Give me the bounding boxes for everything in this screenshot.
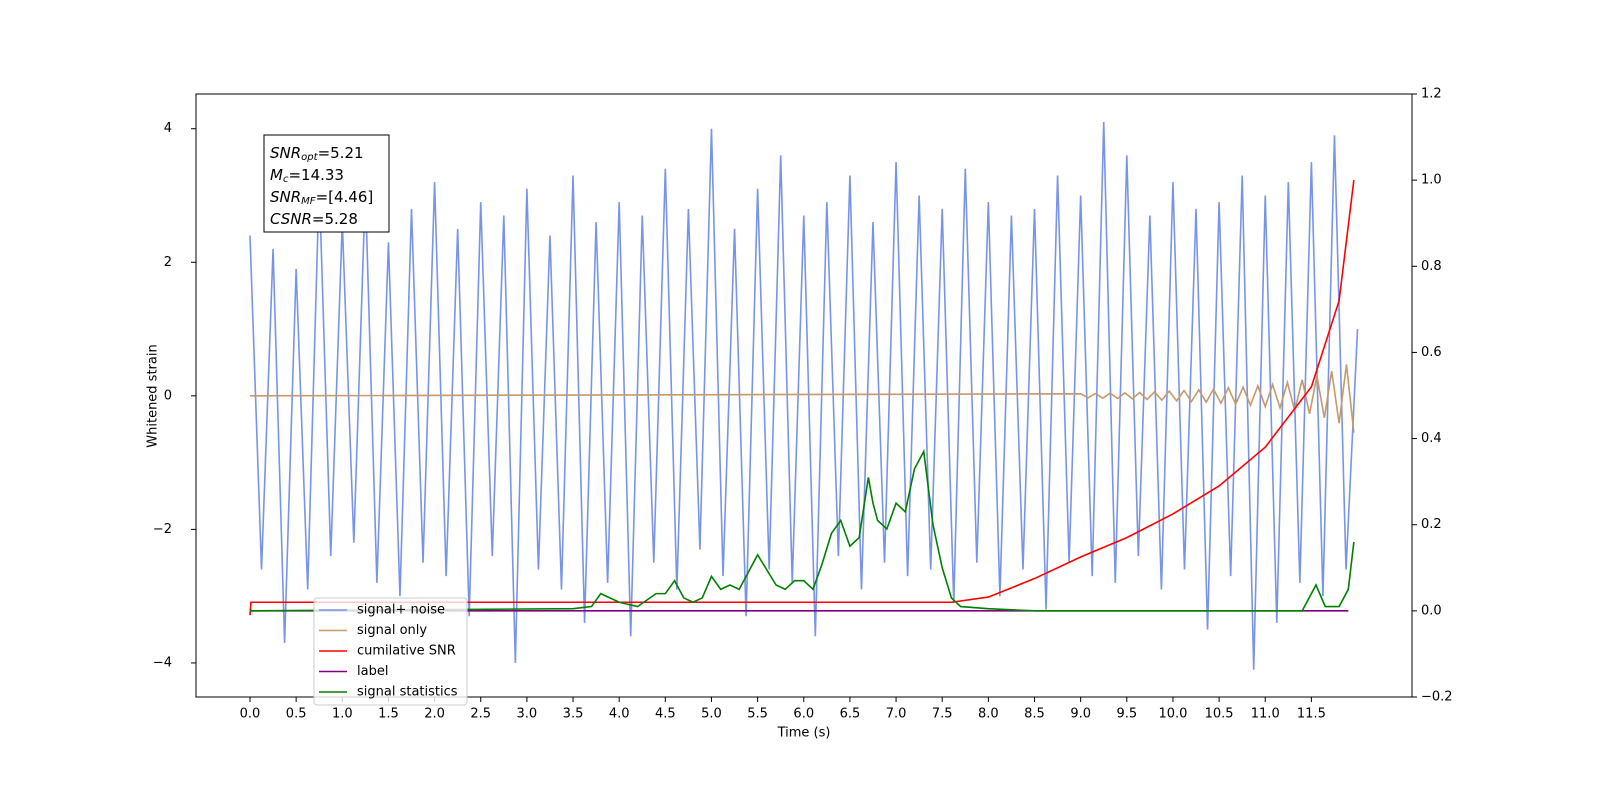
y-tick-label: 0 [164,388,172,403]
annotation: SNRopt=5.21 [270,144,364,164]
x-tick-label: 3.5 [563,707,584,722]
series-line [249,448,1355,612]
annotation-subscript: opt [301,152,318,163]
y2-tick-label: 0.8 [1421,259,1442,274]
annotation: CSNR=5.28 [270,210,358,228]
x-tick-label: 9.0 [1070,707,1091,722]
x-tick-label: 5.0 [701,707,722,722]
x-tick-label: 6.5 [840,707,861,722]
annotation-value: =5.21 [318,144,364,162]
annotation-value: =[4.46] [316,188,374,206]
annotation-subscript: c [283,174,289,185]
annotation-subscript: MF [301,196,316,207]
x-tick-label: 3.0 [517,707,538,722]
annotation: SNRMF=[4.46] [270,188,373,208]
legend-box [313,597,468,706]
x-tick-label: 10.5 [1205,707,1234,722]
annotation-symbol: SNR [270,144,301,162]
y-tick-label: −4 [153,655,172,670]
legend-label: signal+ noise [357,603,445,618]
x-tick-label: 8.0 [978,707,999,722]
x-tick-label: 4.0 [609,707,630,722]
x-tick-label: 1.0 [332,707,353,722]
annotation-value: =5.28 [312,210,358,228]
y-tick-label: 4 [164,121,172,136]
x-tick-label: 1.5 [378,707,399,722]
series-line [249,180,1355,616]
annotation-symbol: CSNR [270,210,312,228]
series-line [249,364,1355,433]
x-tick-label: 7.0 [886,707,907,722]
x-tick-label: 11.5 [1297,707,1326,722]
x-tick-label: 2.0 [424,707,445,722]
x-tick-label: 8.5 [1024,707,1045,722]
y-tick-label: −2 [153,522,172,537]
y2-tick-label: 1.0 [1421,173,1442,188]
x-tick-label: 7.5 [932,707,953,722]
plot-area [249,122,1359,670]
x-tick-label: 10.0 [1158,707,1187,722]
legend-label: label [357,664,388,679]
y2-tick-label: −0.2 [1421,690,1453,705]
annotation-symbol: M [270,166,283,184]
x-tick-label: 0.5 [286,707,307,722]
x-tick-label: 4.5 [655,707,676,722]
y-axis-label: Whitened strain [146,344,161,447]
x-axis-label: Time (s) [777,726,831,741]
legend-label: signal only [357,623,427,638]
series-line [249,122,1359,670]
y2-tick-label: 0.6 [1421,345,1442,360]
x-tick-label: 9.5 [1116,707,1137,722]
annotation: Mc=14.33 [270,166,344,186]
y2-tick-label: 0.4 [1421,431,1442,446]
x-tick-label: 2.5 [470,707,491,722]
y2-tick-label: 0.0 [1421,603,1442,618]
x-tick-label: 5.5 [747,707,768,722]
y-tick-label: 2 [164,255,172,270]
legend-label: signal statistics [357,685,458,700]
x-tick-label: 6.0 [793,707,814,722]
annotation-value: =14.33 [288,166,344,184]
x-tick-label: 0.0 [240,707,261,722]
x-tick-label: 11.0 [1251,707,1280,722]
annotation-box [263,134,390,233]
y2-tick-label: 0.2 [1421,517,1442,532]
y2-tick-label: 1.2 [1421,87,1442,102]
legend-label: cumilative SNR [357,644,456,659]
annotation-symbol: SNR [270,188,301,206]
